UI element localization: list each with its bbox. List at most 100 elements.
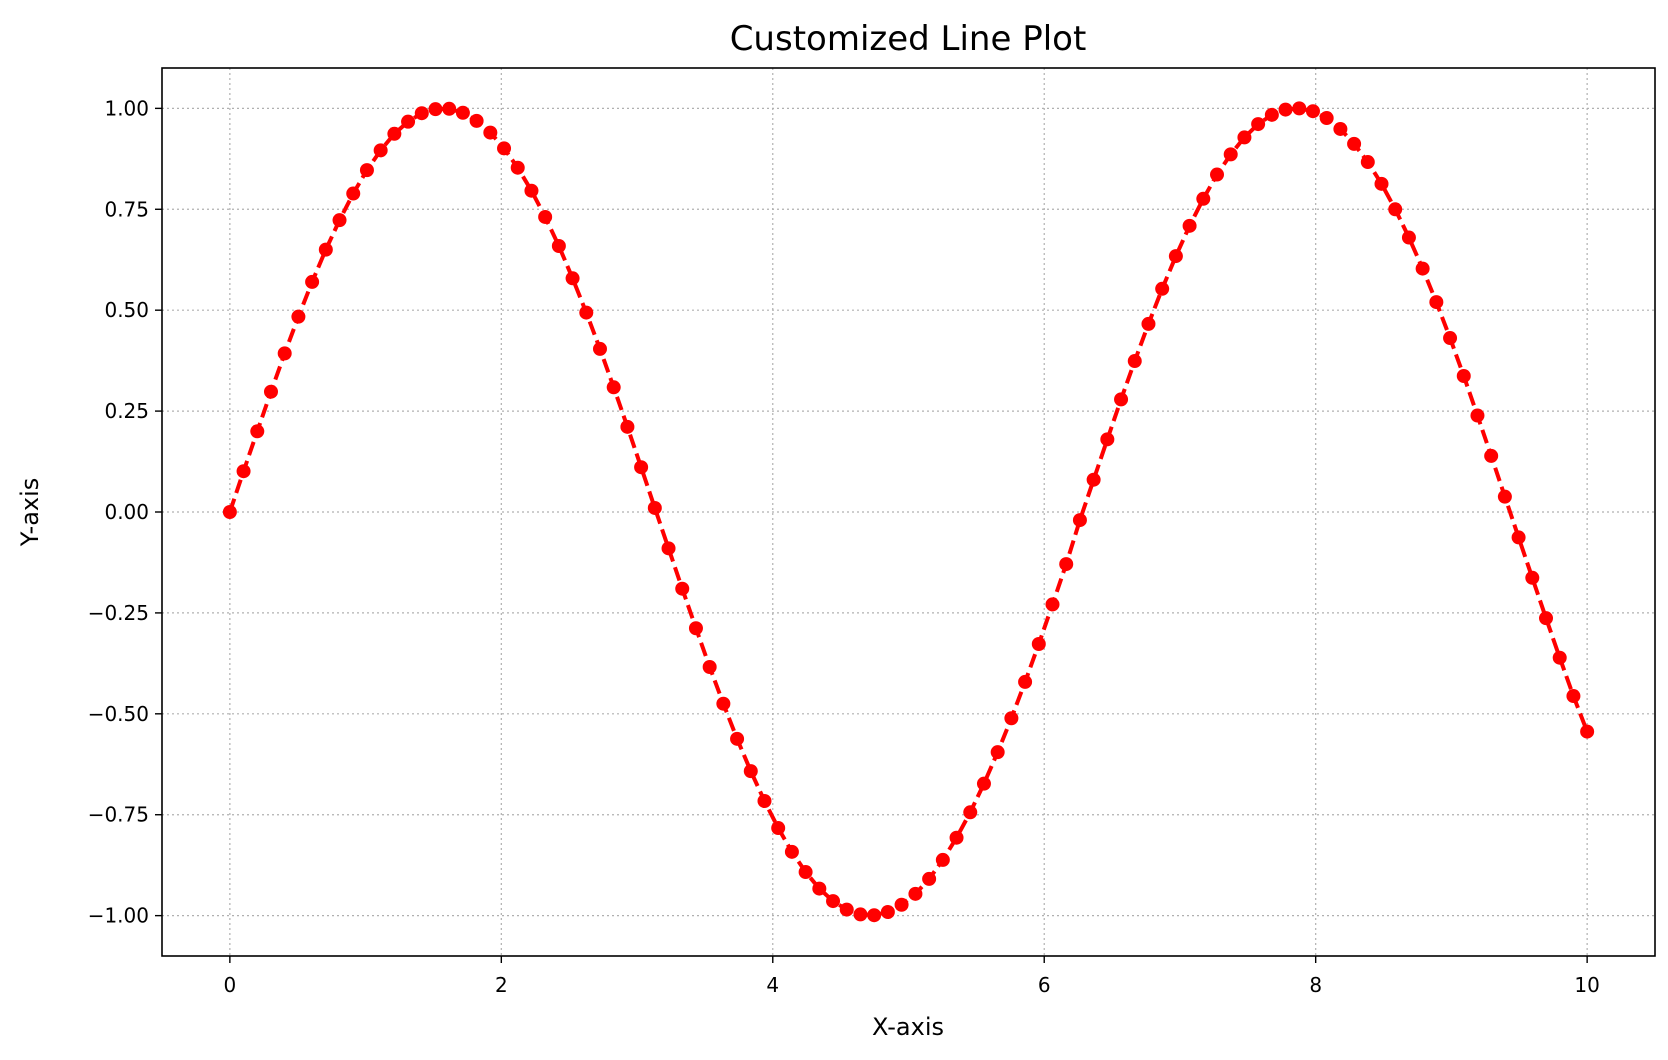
data-point (387, 126, 402, 141)
data-point (908, 886, 923, 901)
data-point (1182, 218, 1197, 233)
y-tick-label: −0.50 (88, 702, 149, 726)
data-point (688, 621, 703, 636)
data-point (1155, 281, 1170, 296)
data-point (730, 731, 745, 746)
data-point (634, 460, 649, 475)
data-point (798, 865, 813, 880)
data-point (949, 830, 964, 845)
data-point (263, 384, 278, 399)
data-point (1045, 597, 1060, 612)
data-point (1292, 101, 1307, 116)
data-point (1333, 121, 1348, 136)
x-tick-label: 0 (223, 973, 236, 997)
data-point (812, 881, 827, 896)
data-point (592, 341, 607, 356)
data-point (675, 581, 690, 596)
data-point (647, 500, 662, 515)
data-point (1539, 611, 1554, 626)
data-point (1031, 636, 1046, 651)
data-point (853, 907, 868, 922)
data-point (332, 213, 347, 228)
data-point (1264, 107, 1279, 122)
data-point (1278, 102, 1293, 117)
data-point (1305, 104, 1320, 119)
data-point (990, 745, 1005, 760)
x-tick-label: 10 (1574, 973, 1599, 997)
grid-lines (162, 68, 1655, 956)
data-point (538, 209, 553, 224)
data-point (1401, 230, 1416, 245)
y-tick-label: −0.25 (88, 601, 149, 625)
data-point (291, 309, 306, 324)
x-axis-label: X-axis (872, 1013, 944, 1041)
y-tick-label: −1.00 (88, 904, 149, 928)
data-point (524, 183, 539, 198)
data-point (894, 897, 909, 912)
x-tick-label: 6 (1038, 973, 1051, 997)
data-point (1429, 295, 1444, 310)
data-point (414, 106, 429, 121)
data-point (1566, 689, 1581, 704)
data-point (305, 274, 320, 289)
data-point (346, 186, 361, 201)
data-point (1168, 249, 1183, 264)
data-point (469, 113, 484, 128)
data-point (1443, 331, 1458, 346)
data-point (963, 805, 978, 820)
x-tick-label: 8 (1309, 973, 1322, 997)
data-point (373, 143, 388, 158)
data-point (976, 776, 991, 791)
data-point (1525, 570, 1540, 585)
y-tick-label: 0.75 (104, 197, 149, 221)
data-point (1360, 155, 1375, 170)
data-point (1196, 191, 1211, 206)
data-point (551, 239, 566, 254)
x-tick-label: 2 (495, 973, 508, 997)
data-point (1374, 176, 1389, 191)
data-point (1223, 147, 1238, 162)
data-point (497, 141, 512, 156)
data-point (1086, 472, 1101, 487)
x-tick-label: 4 (766, 973, 779, 997)
data-point (222, 505, 237, 519)
data-point (359, 163, 374, 178)
y-axis-label: Y-axis (16, 478, 44, 548)
data-point (1415, 261, 1430, 276)
data-point (1141, 316, 1156, 331)
data-point (1059, 557, 1074, 572)
y-axis-ticks: 1.00 0.75 0.50 0.25 0.00 −0.25 −0.50 −0.75 −1.00 (88, 96, 162, 928)
data-point (1319, 111, 1334, 126)
data-point (1127, 354, 1142, 369)
data-point (1470, 408, 1485, 423)
chart-title: Customized Line Plot (730, 19, 1087, 59)
series-markers (222, 101, 1595, 923)
data-point (579, 305, 594, 320)
data-point (442, 101, 457, 116)
y-tick-label: 0.50 (104, 298, 149, 322)
data-point (1497, 489, 1512, 504)
data-point (867, 908, 882, 923)
data-point (702, 659, 717, 674)
data-point (510, 160, 525, 175)
x-axis-ticks: 0 2 4 6 8 10 (223, 956, 1600, 997)
series-line-path (227, 106, 1590, 918)
data-point (771, 821, 786, 836)
data-point (620, 419, 635, 434)
data-point (757, 794, 772, 809)
data-point (784, 844, 799, 859)
data-point (880, 905, 895, 920)
data-point (1388, 202, 1403, 217)
data-point (483, 125, 498, 140)
data-point (743, 764, 758, 779)
data-point (277, 346, 292, 361)
data-point (1552, 650, 1567, 665)
y-tick-label: −0.75 (88, 803, 149, 827)
y-tick-label: 0.25 (104, 399, 149, 423)
data-point (1210, 167, 1225, 182)
data-point (1251, 117, 1266, 132)
data-point (1511, 530, 1526, 545)
series-line (227, 106, 1590, 918)
